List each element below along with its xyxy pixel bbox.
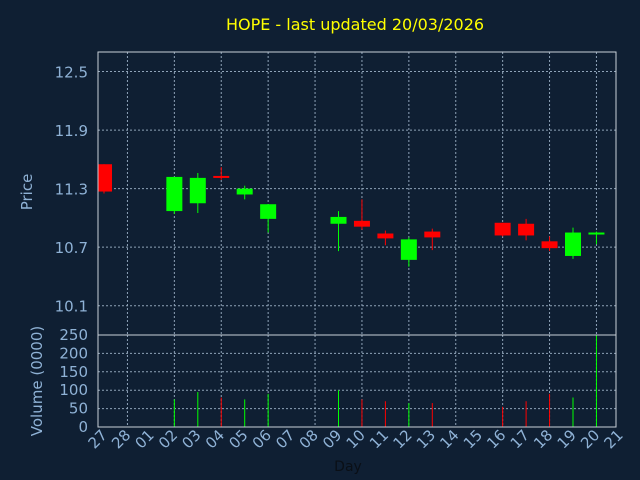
candle-body	[166, 176, 183, 212]
candles	[98, 164, 605, 267]
volume-plot-frame	[97, 334, 617, 428]
x-tick-label: 20	[577, 426, 603, 452]
candle-body	[541, 241, 558, 249]
price-tick-label: 10.1	[55, 298, 88, 316]
x-tick-label: 10	[343, 426, 369, 452]
price-axis-label: Price	[18, 174, 36, 211]
volume-bars	[173, 335, 597, 427]
x-tick-label: 28	[108, 426, 134, 452]
candle-body	[236, 188, 253, 195]
candle-body	[213, 175, 230, 178]
x-tick-label: 12	[389, 426, 415, 452]
x-tick-label: 19	[554, 426, 580, 452]
volume-tick-label: 150	[59, 363, 88, 381]
x-tick-label: 17	[507, 426, 533, 452]
chart-title: HOPE - last updated 20/03/2026	[226, 15, 484, 34]
x-axis-label: Day	[334, 459, 362, 475]
candle-body	[98, 164, 112, 192]
volume-tick-label: 0	[78, 418, 88, 436]
x-tick-label: 05	[225, 426, 251, 452]
x-tick-label: 18	[530, 426, 556, 452]
volume-axis-label: Volume (0000)	[28, 326, 46, 436]
volume-tick-label: 200	[59, 344, 88, 362]
x-tick-label: 11	[366, 426, 392, 452]
x-tick-label: 16	[483, 426, 509, 452]
price-y-ticks: 10.1 10.7 11.3 11.9 12.5	[55, 64, 88, 316]
price-tick-label: 12.5	[55, 64, 88, 82]
candle-body	[494, 222, 511, 236]
candle-body	[330, 216, 347, 224]
x-tick-label: 07	[272, 426, 298, 452]
x-tick-label: 14	[436, 426, 462, 452]
x-tick-label: 01	[131, 426, 157, 452]
volume-tick-label: 250	[59, 326, 88, 344]
x-tick-label: 27	[85, 426, 111, 452]
candle-body	[260, 204, 277, 219]
volume-tick-label: 100	[59, 381, 88, 399]
volume-tick-label: 50	[69, 400, 88, 418]
volume-grid	[98, 335, 616, 427]
x-ticks: 2728010203040506070809101112131415161718…	[85, 426, 627, 452]
x-tick-label: 21	[600, 426, 626, 452]
price-tick-label: 10.7	[55, 239, 88, 257]
x-tick-label: 02	[155, 426, 181, 452]
x-tick-label: 08	[296, 426, 322, 452]
x-tick-label: 04	[202, 426, 228, 452]
x-tick-label: 13	[413, 426, 439, 452]
candle-body	[189, 177, 206, 204]
x-tick-label: 09	[319, 426, 345, 452]
candle-body	[588, 232, 605, 235]
x-tick-label: 03	[178, 426, 204, 452]
candle-body	[353, 220, 370, 227]
candle-body	[400, 239, 417, 260]
candle-body	[424, 231, 441, 238]
x-tick-label: 06	[249, 426, 275, 452]
candle-body	[377, 233, 394, 239]
price-tick-label: 11.3	[55, 181, 88, 199]
candle-body	[518, 223, 535, 236]
candle-body	[565, 232, 581, 256]
x-tick-label: 15	[460, 426, 486, 452]
price-tick-label: 11.9	[55, 122, 88, 140]
